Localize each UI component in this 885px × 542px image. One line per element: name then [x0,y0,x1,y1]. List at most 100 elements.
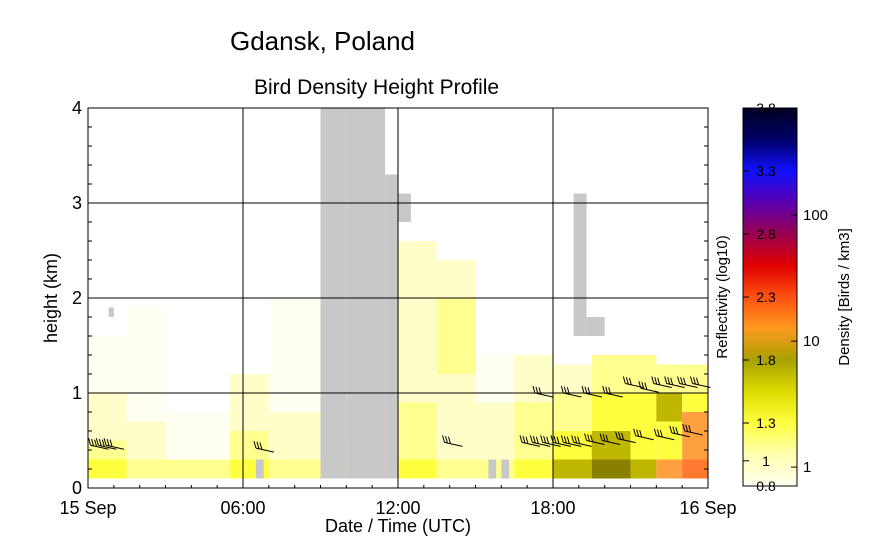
no-data-cell [385,174,398,479]
wind-barb-flag [88,438,92,446]
wind-barb-flag [638,381,642,389]
density-cell [630,431,657,460]
wind-barb-flag [581,385,585,394]
density-cell [475,402,515,460]
wind-barb [560,385,582,398]
colorbar-left-tick-label: 1 [762,453,770,469]
density-cell [268,459,321,479]
colorbar-left-tick-label: 2.8 [756,226,776,242]
wind-barb-flag [560,385,564,394]
colorbar-left-tick-label: 1.3 [756,415,776,431]
wind-barb-flag [636,429,640,437]
density-cell [165,459,231,479]
wind-barb-flag [563,386,567,394]
wind-barb-flag [574,435,578,444]
wind-barb-flag [95,438,99,446]
density-cell [630,393,657,431]
y-tick-label: 4 [72,98,82,118]
wind-barb-flag [659,430,663,438]
wind-barb-flag [540,435,544,443]
wind-barb-flag [657,377,661,386]
density-cell [682,364,708,393]
wind-barb-flag [696,377,699,386]
x-tick-label: 12:00 [375,498,420,518]
wind-barb-flag [103,438,107,446]
wind-barbs [88,376,711,453]
x-axis-label: Date / Time (UTC) [325,516,471,536]
wind-barb [571,435,592,447]
x-tick-label: 15 Sep [59,498,116,518]
wind-barb-flag [669,425,673,434]
density-cell [591,459,631,479]
density-cell [88,459,127,479]
density-cell [230,374,269,431]
wind-barb-flag [672,426,676,434]
wind-barb-flag [532,385,536,394]
wind-barb [581,385,603,398]
wind-barb-flag [556,436,560,444]
density-cell [126,307,166,422]
wind-barb-flag [693,377,696,385]
wind-barb-flag [253,440,257,449]
density-cell [682,393,708,412]
wind-barb-flag [633,428,637,436]
wind-barb-flag [651,376,655,384]
density-cell [268,412,321,460]
colorbar-left-label: Reflectivity (log10) [714,235,731,358]
wind-barb [529,435,551,447]
colorbar-right-tick-label: 10 [803,333,820,350]
wind-barb-flag [532,435,536,444]
colorbar-left-tick-label: 0.8 [756,478,776,494]
y-axis-label: height (km) [41,253,61,343]
y-tick-label: 3 [72,193,82,213]
colorbar-left-tick-label: 2.3 [756,289,776,305]
wind-barb [669,425,690,438]
wind-barb-flag [685,424,689,432]
wind-barb-flag [91,438,95,447]
wind-barb-flag [690,376,693,384]
x-tick-label: 16 Sep [679,498,736,518]
density-cell [514,355,553,403]
no-data-cell [108,307,114,317]
wind-barb-flag [448,436,451,444]
wind-barb-flag [677,376,681,384]
density-cell [475,355,515,403]
density-cell [398,241,437,403]
density-cell [591,355,631,393]
wind-barb-flag [566,387,570,395]
no-data-cell [586,317,605,336]
density-cell [268,298,321,412]
wind-barb-flag [670,377,674,386]
wind-barb-flag [683,377,687,386]
wind-barb-flag [682,423,686,432]
wind-barb-flag [445,435,448,444]
density-cell [656,393,683,422]
density-cell [630,459,657,479]
wind-barb [677,376,698,388]
wind-barb [532,385,554,398]
wind-barb-flag [109,439,113,447]
wind-barb-flag [622,376,626,384]
wind-barb-flag [641,381,645,390]
wind-barb [664,376,685,388]
wind-barb [540,435,561,447]
no-data-cell [320,108,347,479]
density-cell [398,402,437,460]
wind-barb-flag [656,429,660,437]
y-tick-label: 1 [72,383,82,403]
wind-barb-flag [688,425,692,433]
density-cell [398,459,437,479]
wind-barb-flag [605,386,609,394]
wind-barb-flag [602,385,606,394]
wind-barb-flag [644,382,648,390]
wind-barb [602,385,623,398]
density-cell [656,421,683,460]
density-cell [591,431,631,460]
density-cell [514,402,553,460]
wind-barb-flag [101,439,105,447]
no-data-cell [346,108,386,479]
wind-barb [550,435,572,447]
wind-barb [95,438,117,450]
density-cell [436,260,476,298]
